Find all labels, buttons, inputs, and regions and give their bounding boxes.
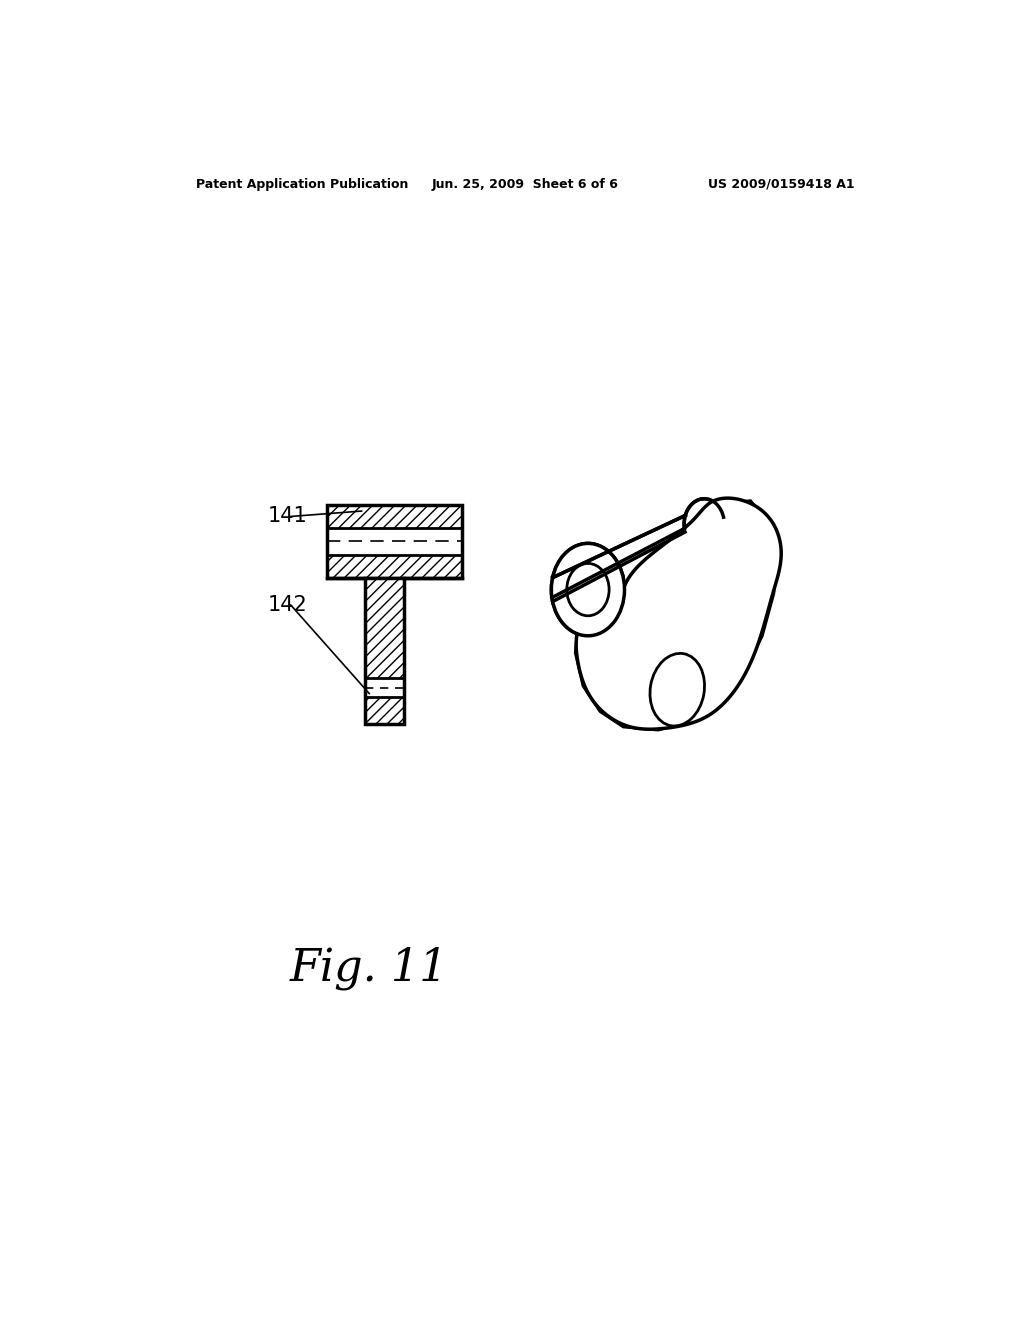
Bar: [366, 578, 403, 725]
Bar: [367, 678, 403, 697]
Bar: [328, 528, 461, 554]
Bar: [327, 504, 462, 528]
Bar: [327, 554, 462, 578]
Polygon shape: [577, 498, 781, 729]
Bar: [366, 697, 403, 725]
Text: Fig. 11: Fig. 11: [290, 946, 449, 990]
Bar: [366, 578, 403, 678]
Text: 142: 142: [267, 595, 307, 615]
Text: Jun. 25, 2009  Sheet 6 of 6: Jun. 25, 2009 Sheet 6 of 6: [431, 178, 618, 190]
Text: Patent Application Publication: Patent Application Publication: [196, 178, 409, 190]
Text: 141: 141: [267, 507, 307, 527]
Ellipse shape: [551, 544, 625, 636]
Bar: [327, 506, 462, 578]
Text: US 2009/0159418 A1: US 2009/0159418 A1: [708, 178, 854, 190]
PathPatch shape: [575, 502, 777, 730]
